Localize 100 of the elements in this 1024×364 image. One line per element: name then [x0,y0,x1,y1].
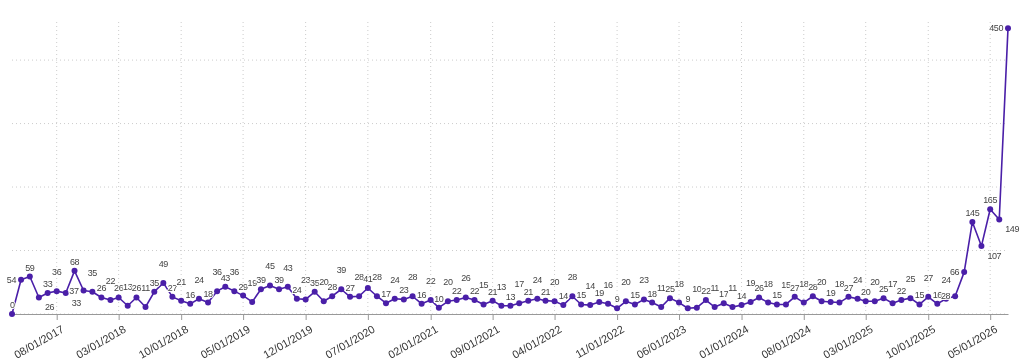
data-label: 26 [131,283,142,294]
data-label: 27 [790,282,800,293]
data-label: 39 [274,275,285,286]
data-label: 15 [781,280,791,291]
data-label: 18 [674,278,685,289]
data-label: 26 [96,283,107,294]
data-label: 18 [799,278,809,289]
data-label: 21 [488,286,498,297]
data-label: 20 [870,277,880,288]
data-label: 20 [443,277,453,288]
data-label: 26 [461,273,471,284]
data-label: 107 [987,251,1002,262]
data-label: 15 [478,280,489,291]
data-label: 16 [185,289,196,300]
data-label: 24 [292,284,302,295]
data-label: 11 [728,283,738,294]
data-label: 27 [167,282,178,293]
data-label: 41 [363,273,373,284]
data-label: 36 [52,267,62,278]
data-label: 19 [594,287,605,298]
data-label: 66 [949,267,960,278]
data-label: 25 [665,284,675,295]
data-label: 24 [852,274,863,285]
data-label: 59 [25,262,35,273]
data-label: 26 [44,302,55,313]
data-label: 14 [585,281,596,292]
data-label: 28 [567,272,578,283]
data-label: 22 [469,286,480,297]
data-label: 22 [105,276,116,287]
data-label: 25 [878,284,889,295]
data-label: 17 [514,279,525,290]
data-label: 26 [114,283,124,294]
data-label: 11 [656,283,666,294]
data-label: 22 [426,276,436,287]
data-label: 25 [905,274,916,285]
data-label: 11 [141,283,151,294]
data-label: 10 [692,283,702,294]
data-label: 28 [808,282,818,293]
data-label: 17 [719,289,729,300]
data-label: 149 [1005,224,1020,235]
data-label: 17 [381,289,391,300]
data-label: 35 [87,267,98,278]
data-label: 23 [399,285,409,296]
data-label: 22 [896,286,907,297]
data-label: 20 [319,277,329,288]
data-label: 24 [941,274,952,285]
data-label: 145 [965,207,980,218]
data-label: 16 [603,279,614,290]
data-label: 19 [745,277,756,288]
data-label: 45 [265,261,275,272]
data-label: 14 [558,291,569,302]
data-label: 21 [523,286,534,297]
data-label: 13 [123,281,133,292]
data-label: 37 [69,285,79,296]
data-label: 18 [834,278,845,289]
data-label: 23 [301,275,311,286]
data-label: 15 [914,290,925,301]
data-label: 20 [621,277,631,288]
data-label: 450 [989,23,1004,34]
data-label: 21 [540,286,551,297]
data-label: 24 [390,274,400,285]
data-label: 14 [736,291,747,302]
data-label: 11 [710,283,720,294]
data-label: 22 [452,286,462,297]
data-label: 29 [238,281,249,292]
data-label: 36 [229,267,240,278]
data-label: 33 [71,298,82,309]
data-label: 10 [434,293,444,304]
data-label: 27 [843,282,854,293]
data-label: 43 [283,262,293,273]
data-label: 19 [826,287,836,298]
data-label: 9 [614,294,620,305]
data-label: 17 [887,279,898,290]
data-label: 68 [69,256,80,267]
data-label: 36 [212,267,223,278]
data-label: 165 [983,195,998,206]
data-label: 20 [549,277,560,288]
data-label: 20 [861,287,871,298]
data-label: 18 [763,278,774,289]
data-label: 33 [43,279,53,290]
data-label: 24 [194,274,204,285]
data-label: 0 [10,300,15,310]
data-label: 27 [345,282,356,293]
data-label: 18 [647,288,658,299]
data-label: 26 [754,283,765,294]
data-label: 23 [639,275,649,286]
data-label: 15 [630,290,640,301]
data-label: 18 [203,288,214,299]
data-label: 28 [372,272,382,283]
data-label: 9 [685,294,691,305]
data-label: 28 [407,272,418,283]
data-label: 39 [336,265,347,276]
data-label: 13 [496,281,507,292]
data-label: 35 [310,277,320,288]
data-label: 49 [158,258,169,269]
data-label: 54 [6,274,17,285]
data-label: 20 [816,277,827,288]
data-label: 13 [505,291,516,302]
data-label: 27 [923,272,934,283]
data-label: 35 [149,277,160,288]
